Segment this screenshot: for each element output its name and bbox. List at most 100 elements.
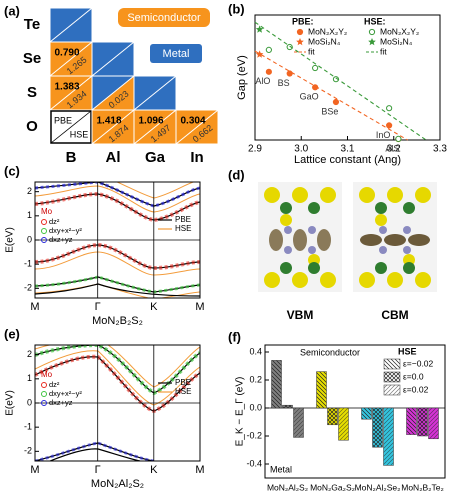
k-label: M [195, 464, 204, 476]
bar [327, 407, 338, 426]
y-tick-label: 2 [27, 186, 32, 196]
legend-title: HSE: [364, 16, 386, 26]
panel-label: (c) [4, 163, 20, 178]
y-tick-label: -1 [24, 259, 32, 269]
cell-diagonal [133, 75, 177, 111]
pbe-gap: 0.790 [54, 48, 79, 59]
legend-marker [41, 228, 47, 234]
legend-semiconductor [118, 8, 210, 27]
cell-diagonal [133, 109, 177, 145]
y-tick-label: 0 [27, 397, 32, 407]
pbe-gap: 1.383 [54, 82, 79, 93]
panel-label: (b) [228, 1, 245, 16]
legend-label: HSE [175, 387, 191, 396]
legend-title: PBE: [292, 16, 314, 26]
point [286, 43, 293, 51]
y-tick-label: 0.0 [249, 402, 262, 412]
point [286, 70, 293, 77]
k-label: M [30, 464, 39, 476]
pbe-gap: 0.304 [180, 116, 205, 127]
point-label: InO [376, 130, 391, 140]
y-tick-label: 1 [27, 373, 32, 383]
legend-label: dxy+x²−y² [49, 226, 82, 235]
panel-label: (f) [228, 329, 241, 344]
legend-title: Mo [41, 207, 53, 216]
y-tick-label: -2 [24, 283, 32, 293]
legend-swatch [383, 371, 401, 383]
y-tick-label: -2 [24, 446, 32, 456]
state-label: VBM [287, 308, 314, 322]
cell-diagonal [49, 7, 93, 43]
row-label: Se [23, 50, 41, 67]
y-tick-label: -1 [24, 422, 32, 432]
material-label: MoN₂Al₂S₂ [91, 478, 144, 490]
column-label: Al [106, 149, 121, 166]
point-label: BSe [321, 106, 338, 116]
legend-label: PBE [175, 215, 191, 224]
cell-diagonal [91, 41, 135, 77]
y-tick-label: 0 [27, 234, 32, 244]
legend-marker [296, 38, 304, 46]
k-label: M [195, 301, 204, 313]
bar [372, 407, 383, 448]
k-label: Γ [95, 301, 101, 313]
y-tick-label: -0.2 [246, 430, 262, 440]
x-tick-label: MoN₂Ga₂S₂ [310, 482, 355, 492]
bar [338, 407, 349, 441]
cell-diagonal [49, 41, 93, 77]
point-label: BS [278, 78, 290, 88]
bar [271, 360, 282, 409]
cell-diagonal [91, 75, 135, 111]
point [265, 46, 272, 54]
bar [293, 407, 304, 438]
y-axis-label: Gap (eV) [236, 55, 248, 100]
structure-cbm [353, 182, 437, 292]
state-label: CBM [381, 308, 408, 322]
key-pbe: PBE [54, 115, 72, 125]
band-lines-c [35, 182, 200, 298]
structure-vbm [258, 182, 342, 292]
legend-label: fit [380, 46, 387, 56]
legend-label: HSE [175, 224, 191, 233]
legend-marker [41, 382, 47, 388]
panel-label: (d) [228, 167, 245, 182]
legend-label: dz² [49, 380, 60, 389]
x-tick-label: MoN₂Al₂Se₂ [355, 482, 401, 492]
y-tick-label: 0.4 [249, 346, 262, 356]
row-label: Te [24, 16, 40, 33]
cell-diagonal [91, 109, 135, 145]
point [265, 68, 272, 75]
legend-label: MoN₂X₂Y₂ [380, 26, 419, 36]
legend-label: MoSi₂N₄ [380, 36, 413, 46]
legend-title: HSE [398, 346, 417, 356]
annotation: Metal [270, 464, 292, 474]
legend-label: dxz+yz [49, 398, 73, 407]
key-hse: HSE [70, 129, 89, 139]
point [332, 98, 340, 106]
annotation: Semiconductor [300, 347, 360, 357]
legend-marker [296, 28, 304, 36]
column-label: B [66, 149, 77, 166]
legend-marker [41, 237, 47, 243]
point [386, 105, 393, 112]
legend-marker [41, 391, 47, 397]
pbe-gap: 1.418 [96, 116, 121, 127]
y-axis-label: E(eV) [5, 390, 16, 416]
legend-marker [368, 28, 376, 36]
x-tick-label: 3.1 [341, 144, 355, 155]
legend-label: MoN₂X₂Y₂ [308, 26, 347, 36]
legend-label: ε=0.02 [403, 384, 429, 394]
panel-label: (e) [4, 326, 20, 341]
cell-diagonal [49, 75, 93, 111]
y-tick-label: 2 [27, 349, 32, 359]
k-label: Γ [95, 464, 101, 476]
legend-label: ε=−0.02 [403, 358, 434, 368]
x-tick-label: 2.9 [248, 144, 262, 155]
point-label: AlS [385, 143, 399, 153]
point-label: AlO [255, 76, 270, 86]
panel-label: (a) [4, 3, 20, 18]
x-tick-label: MoN₂Al₂S₂ [267, 482, 308, 492]
point-label: GaO [300, 92, 319, 102]
point [255, 50, 264, 58]
